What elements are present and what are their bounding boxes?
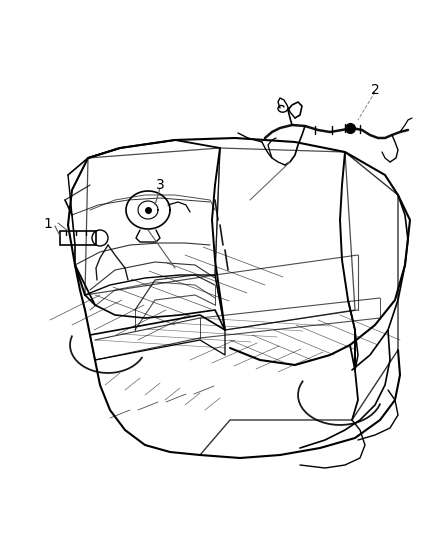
Text: 2: 2 [371, 83, 379, 97]
Text: 1: 1 [43, 217, 53, 231]
FancyBboxPatch shape [60, 231, 96, 245]
Text: 3: 3 [155, 178, 164, 192]
